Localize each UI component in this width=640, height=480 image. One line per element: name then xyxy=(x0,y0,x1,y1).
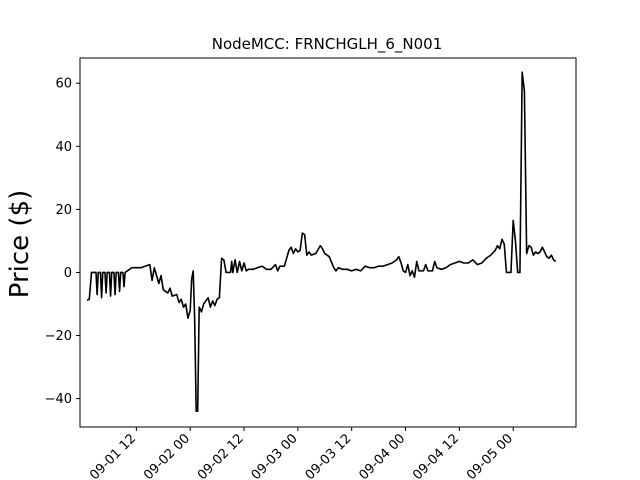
x-tick-label: 09-05 00 xyxy=(464,431,516,480)
plot-area xyxy=(79,57,577,428)
y-axis-label: Price ($) xyxy=(5,190,35,299)
y-tick-label: −40 xyxy=(45,392,72,407)
y-tick-label: 20 xyxy=(55,203,72,218)
x-tick-label: 09-04 12 xyxy=(410,431,462,480)
y-tick-label: −20 xyxy=(45,329,72,344)
y-axis: −40 −20 0 20 40 60 xyxy=(45,77,80,407)
x-axis: 09-01 12 09-02 00 09-02 12 09-03 00 09-03 12… xyxy=(87,427,516,480)
y-tick-label: 0 xyxy=(64,266,72,281)
y-tick-label: 60 xyxy=(55,77,72,92)
x-tick-label: 09-02 00 xyxy=(141,431,193,480)
x-tick-label: 09-02 12 xyxy=(195,431,247,480)
price-series-line xyxy=(86,71,557,413)
x-tick-label: 09-03 00 xyxy=(249,431,301,480)
x-tick-label: 09-01 12 xyxy=(87,431,139,480)
x-tick-label: 09-03 12 xyxy=(303,431,355,480)
chart-title: NodeMCC: FRNCHGLH_6_N001 xyxy=(212,35,443,54)
y-tick-label: 40 xyxy=(55,140,72,155)
axes-frame xyxy=(79,57,577,428)
x-tick-label: 09-04 00 xyxy=(356,431,408,480)
